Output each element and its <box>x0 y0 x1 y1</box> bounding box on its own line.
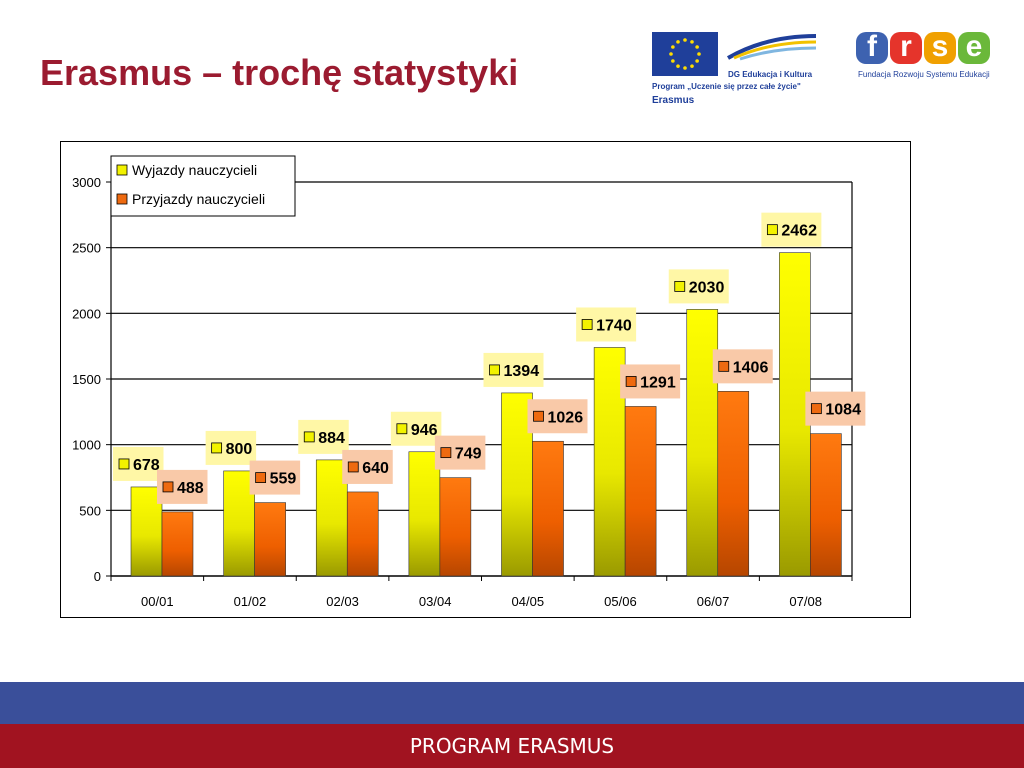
bottom-band <box>0 682 1024 724</box>
data-label-key <box>211 442 223 454</box>
data-label-key <box>489 364 500 376</box>
data-label-key <box>255 472 267 483</box>
data-label-key <box>766 224 778 236</box>
y-tick-label: 3000 <box>72 175 101 190</box>
data-label-key <box>118 458 130 470</box>
bar-przyjazdy <box>254 502 286 577</box>
x-tick-label: 04/05 <box>512 594 545 609</box>
data-label: 1394 <box>504 363 540 380</box>
data-label-key <box>303 431 315 443</box>
y-tick-label: 1500 <box>72 372 101 387</box>
data-label-key <box>533 410 544 422</box>
data-label: 1291 <box>640 374 676 391</box>
frse-caption: Fundacja Rozwoju Systemu Edukacji <box>858 70 990 79</box>
data-label: 1026 <box>548 409 584 426</box>
bar-chart: 0 500 1000 1500 2000 2500 3000 00/01 678 488 01/02… <box>72 155 866 609</box>
bar-przyjazdy <box>532 440 564 577</box>
legend-label: Przyjazdy nauczycieli <box>132 191 265 207</box>
data-label: 1406 <box>733 359 769 376</box>
data-label: 2030 <box>689 279 725 296</box>
bar-wyjazdy <box>501 392 533 577</box>
data-label: 640 <box>362 460 389 477</box>
data-label: 559 <box>270 471 297 488</box>
footer-bar: PROGRAM ERASMUS <box>0 724 1024 768</box>
data-label-key <box>396 423 408 435</box>
chart-frame: 0 500 1000 1500 2000 2500 3000 00/01 678 488 01/02… <box>60 141 911 618</box>
x-tick-label: 01/02 <box>234 594 267 609</box>
data-label: 1084 <box>825 402 861 419</box>
bar-wyjazdy <box>686 309 719 577</box>
data-label-key <box>162 481 174 493</box>
bar-wyjazdy <box>779 252 811 577</box>
x-tick-label: 06/07 <box>697 594 730 609</box>
y-tick-label: 2000 <box>72 306 101 321</box>
data-label-key <box>718 360 730 372</box>
data-label: 800 <box>226 441 253 458</box>
eu-dg-label: DG Edukacja i Kultura <box>728 70 813 79</box>
bar-wyjazdy <box>130 486 163 577</box>
bar-przyjazdy <box>346 491 379 577</box>
y-tick-label: 2500 <box>72 241 101 256</box>
data-label-key <box>625 376 637 387</box>
data-label: 884 <box>318 430 345 447</box>
bar-przyjazdy <box>810 433 842 577</box>
x-tick-label: 07/08 <box>789 594 822 609</box>
data-label-key <box>674 280 686 292</box>
eu-program-label: Program „Uczenie się przez całe życie" <box>652 82 801 91</box>
frse-letter-e: e <box>958 32 990 64</box>
eu-erasmus-label: Erasmus <box>652 95 695 106</box>
bar-przyjazdy <box>624 406 657 577</box>
data-label: 1740 <box>596 317 632 334</box>
bar-wyjazdy <box>408 451 441 577</box>
data-label-key <box>440 447 452 459</box>
frse-logo: f r s e Fundacja Rozwoju Systemu Edukacj… <box>856 32 1001 84</box>
legend-label: Wyjazdy nauczycieli <box>132 162 257 178</box>
bar-przyjazdy <box>439 477 472 577</box>
data-label: 749 <box>455 446 482 463</box>
legend-swatch <box>116 193 128 205</box>
data-label: 678 <box>133 457 160 474</box>
bar-wyjazdy <box>315 459 348 577</box>
x-tick-label: 03/04 <box>419 594 452 609</box>
frse-letter-r: r <box>890 32 922 64</box>
x-tick-label: 05/06 <box>604 594 637 609</box>
legend-swatch <box>116 164 128 176</box>
frse-letter-s: s <box>924 32 956 64</box>
slide-title: Erasmus – trochę statystyki <box>40 52 519 93</box>
x-tick-label: 02/03 <box>326 594 359 609</box>
eu-program-logo: DG Edukacja i Kultura Program „Uczenie s… <box>652 32 820 112</box>
data-label-key <box>810 403 822 415</box>
y-tick-label: 500 <box>79 503 101 518</box>
legend-box <box>110 155 296 217</box>
frse-letter-f: f <box>856 32 888 64</box>
dg-education-bird-icon <box>726 34 817 61</box>
bar-wyjazdy <box>223 470 255 577</box>
data-label: 946 <box>411 422 438 439</box>
y-tick-label: 0 <box>94 569 101 584</box>
data-label-key <box>347 461 359 473</box>
bar-przyjazdy <box>161 511 194 577</box>
eu-flag-icon <box>652 32 718 76</box>
data-label-key <box>581 319 593 330</box>
y-tick-label: 1000 <box>72 438 101 453</box>
x-tick-label: 00/01 <box>141 594 174 609</box>
data-label: 2462 <box>781 223 817 240</box>
data-label: 488 <box>177 480 204 497</box>
bar-przyjazdy <box>717 391 750 577</box>
bar-wyjazdy <box>593 347 626 577</box>
